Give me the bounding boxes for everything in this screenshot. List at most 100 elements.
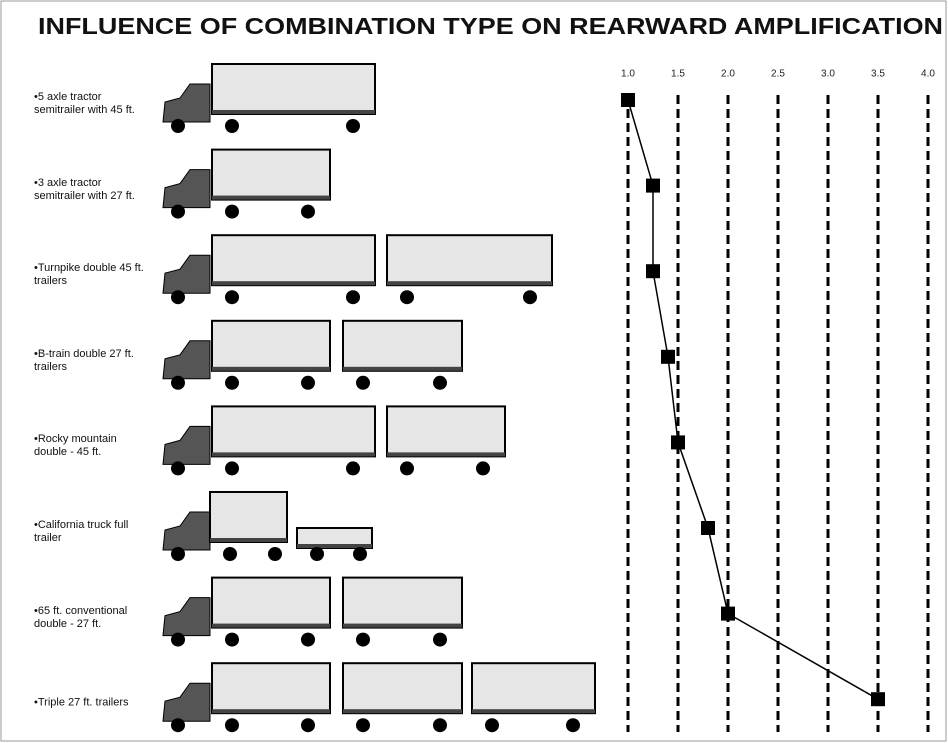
trailer	[211, 576, 331, 629]
tractor	[162, 254, 211, 294]
chart-title: INFLUENCE OF COMBINATION TYPE ON REARWAR…	[38, 13, 943, 39]
wheel	[225, 119, 239, 133]
x-tick-label: 2.0	[721, 69, 735, 80]
category-label: •5 axle tractor semitrailer with 45 ft.	[34, 91, 135, 116]
tractor	[162, 597, 211, 637]
wheel	[223, 547, 237, 561]
category-label: •B-train double 27 ft. trailers	[34, 347, 134, 373]
wheel	[346, 119, 360, 133]
trailer-base	[343, 709, 462, 714]
wheel	[301, 204, 315, 219]
trailer-base	[387, 452, 505, 457]
truck-icon	[162, 662, 596, 733]
wheel	[225, 375, 239, 390]
tractor	[162, 169, 211, 209]
trailer	[386, 234, 553, 287]
trailer-base	[212, 366, 330, 371]
truck-icon	[162, 576, 463, 647]
category-label: •3 axle tractor semitrailer with 27 ft.	[34, 176, 135, 202]
wheel	[353, 547, 367, 561]
tractor	[162, 425, 211, 465]
trailer-base	[212, 110, 375, 114]
wheel	[433, 375, 447, 390]
wheel	[171, 461, 185, 476]
wheel	[225, 204, 239, 219]
wheel	[171, 375, 185, 390]
data-point	[661, 349, 675, 364]
category-label: •Triple 27 ft. trailers	[34, 696, 129, 709]
wheel	[433, 718, 447, 733]
category-label: •Rocky mountain double - 45 ft.	[34, 433, 117, 459]
trailer	[211, 148, 331, 201]
trailer-base	[212, 452, 375, 457]
trailer-base	[212, 709, 330, 714]
wheel	[301, 375, 315, 390]
x-tick-label: 1.0	[621, 69, 635, 80]
wheel	[171, 547, 185, 561]
wheel	[356, 375, 370, 390]
wheel	[171, 632, 185, 647]
wheel	[356, 632, 370, 647]
trailer	[342, 319, 463, 372]
wheel	[346, 461, 360, 476]
wheel	[310, 547, 324, 561]
wheel	[400, 461, 414, 476]
trailer-base	[472, 709, 595, 714]
data-point	[871, 692, 885, 707]
trailer-base	[387, 281, 552, 286]
trailer	[471, 662, 596, 715]
wheel	[171, 718, 185, 733]
data-point	[671, 435, 685, 450]
wheel	[225, 461, 239, 476]
category-label: •Turnpike double 45 ft. trailers	[34, 262, 144, 288]
wheel	[476, 461, 490, 476]
wheel	[566, 718, 580, 733]
trailer	[386, 405, 506, 458]
data-point	[721, 606, 735, 621]
trailer-base	[212, 623, 330, 628]
truck-icon	[162, 405, 506, 476]
wheel	[225, 632, 239, 647]
x-tick-label: 4.0	[921, 69, 935, 80]
truck-icon	[162, 63, 376, 133]
x-tick-label: 3.5	[871, 69, 885, 80]
wheel	[225, 290, 239, 305]
data-point	[621, 93, 635, 107]
trailer	[211, 405, 376, 458]
tractor	[162, 340, 211, 380]
trailer-base	[297, 544, 372, 548]
trailer	[342, 662, 463, 715]
trailer	[211, 234, 376, 287]
tractor	[162, 83, 211, 123]
trailer	[211, 662, 331, 715]
wheel	[171, 204, 185, 219]
wheel	[171, 290, 185, 305]
trailer-base	[212, 195, 330, 200]
trailer	[342, 576, 463, 629]
connector-line	[627, 99, 879, 700]
trailer	[211, 319, 331, 372]
category-label: •65 ft. conventional double - 27 ft.	[34, 604, 128, 630]
wheel	[356, 718, 370, 733]
x-tick-label: 1.5	[671, 69, 685, 80]
wheel	[523, 290, 537, 305]
wheel	[268, 547, 282, 561]
wheel	[485, 718, 499, 733]
x-tick-label: 3.0	[821, 69, 835, 80]
wheel	[301, 718, 315, 733]
wheel	[301, 632, 315, 647]
trailer	[209, 491, 288, 543]
data-point	[646, 178, 660, 193]
trailer	[211, 63, 376, 115]
truck-icon	[162, 234, 553, 305]
wheel	[171, 119, 185, 133]
trailer-base	[212, 281, 375, 286]
wheel	[346, 290, 360, 305]
truck-icon	[162, 148, 331, 219]
trailer-base	[210, 538, 287, 542]
data-point	[646, 264, 660, 279]
category-label: •California truck full trailer	[34, 519, 129, 544]
